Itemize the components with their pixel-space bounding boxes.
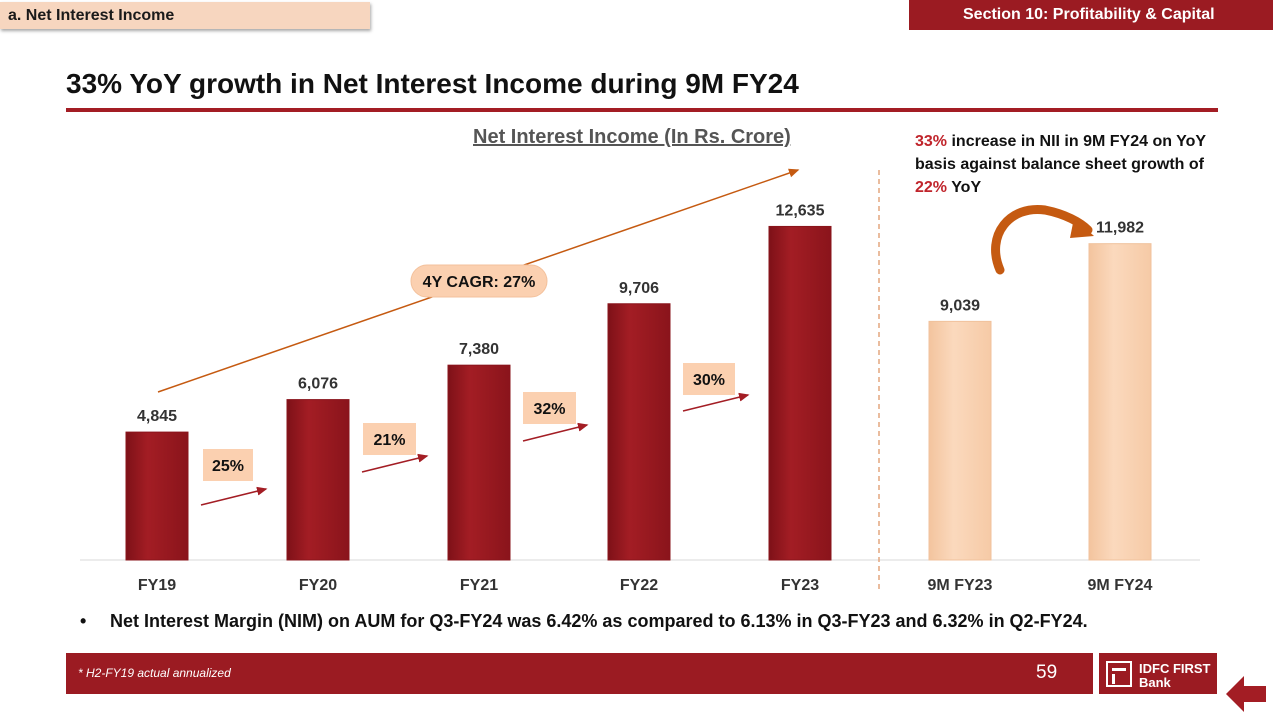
value-label-9m-fy24: 11,982 <box>1096 220 1144 237</box>
bar-9m-fy23 <box>928 320 992 561</box>
note-text-a: increase in NII in 9M FY24 on YoY basis … <box>915 133 1206 173</box>
bullet-dot: • <box>80 611 87 631</box>
logo-mark-icon <box>1106 661 1132 687</box>
nim-text: Net Interest Margin (NIM) on AUM for Q3-… <box>110 611 1088 631</box>
growth-label-4: 30% <box>693 372 725 389</box>
growth-label-2: 21% <box>373 432 405 449</box>
value-label-fy20: 6,076 <box>298 376 338 393</box>
value-label-fy23: 12,635 <box>776 202 825 219</box>
chart-title: Net Interest Income (In Rs. Crore) <box>473 126 791 148</box>
bar-fy23 <box>768 225 832 561</box>
growth-label-1: 25% <box>212 458 244 475</box>
back-arrow-icon[interactable] <box>1226 674 1268 714</box>
x-tick-fy22: FY22 <box>620 577 658 594</box>
title-divider <box>66 108 1218 112</box>
nim-bullet: • Net Interest Margin (NIM) on AUM for Q3… <box>80 611 1088 632</box>
note-text-b: YoY <box>947 179 982 196</box>
bar-fy22 <box>607 303 671 561</box>
x-tick-fy23: FY23 <box>781 577 819 594</box>
x-tick-fy20: FY20 <box>299 577 337 594</box>
growth-arrow-1 <box>200 486 268 506</box>
logo-text-line1: IDFC FIRST <box>1139 661 1211 676</box>
growth-box-4 <box>683 363 735 395</box>
x-tick-9m-fy24: 9M FY24 <box>1088 577 1153 594</box>
bar-fy21 <box>447 364 511 561</box>
cagr-pill <box>410 264 548 298</box>
growth-arrow-2 <box>361 453 429 473</box>
bar-fy19 <box>125 431 189 561</box>
growth-box-1 <box>203 449 253 481</box>
section-label-tab: a. Net Interest Income <box>0 2 370 29</box>
footnote: * H2-FY19 actual annualized <box>78 666 231 680</box>
bank-logo: IDFC FIRST Bank <box>1099 653 1217 694</box>
logo-text-line2: Bank <box>1139 675 1171 690</box>
x-tick-fy21: FY21 <box>460 577 498 594</box>
growth-box-3 <box>523 392 576 424</box>
value-label-fy21: 7,380 <box>459 341 499 358</box>
section-title: Section 10: Profitability & Capital <box>963 6 1215 23</box>
value-label-fy19: 4,845 <box>137 408 177 425</box>
value-label-fy22: 9,706 <box>619 280 659 297</box>
page-number: 59 <box>1036 662 1058 683</box>
note-nii-growth: 33% <box>915 133 948 150</box>
bar-fy20 <box>286 399 350 561</box>
growth-note: 33% increase in NII in 9M FY24 on YoY ba… <box>915 130 1215 199</box>
x-tick-fy19: FY19 <box>138 577 176 594</box>
section-title-tab: Section 10: Profitability & Capital <box>909 0 1273 30</box>
cagr-label: 4Y CAGR: 27% <box>423 274 536 291</box>
note-bs-growth: 22% <box>915 179 948 196</box>
page-title: 33% YoY growth in Net Interest Income du… <box>66 68 799 99</box>
bar-9m-fy24 <box>1088 243 1152 561</box>
x-tick-9m-fy23: 9M FY23 <box>928 577 993 594</box>
value-label-9m-fy23: 9,039 <box>940 297 980 314</box>
growth-box-2 <box>363 423 416 455</box>
growth-arrow-3 <box>522 422 589 442</box>
growth-label-3: 32% <box>533 401 565 418</box>
growth-arrow-4 <box>682 392 750 412</box>
section-label: a. Net Interest Income <box>8 7 175 24</box>
yoy-curved-arrow-head <box>1070 218 1094 238</box>
footer-bar: * H2-FY19 actual annualized 59 <box>66 653 1093 694</box>
